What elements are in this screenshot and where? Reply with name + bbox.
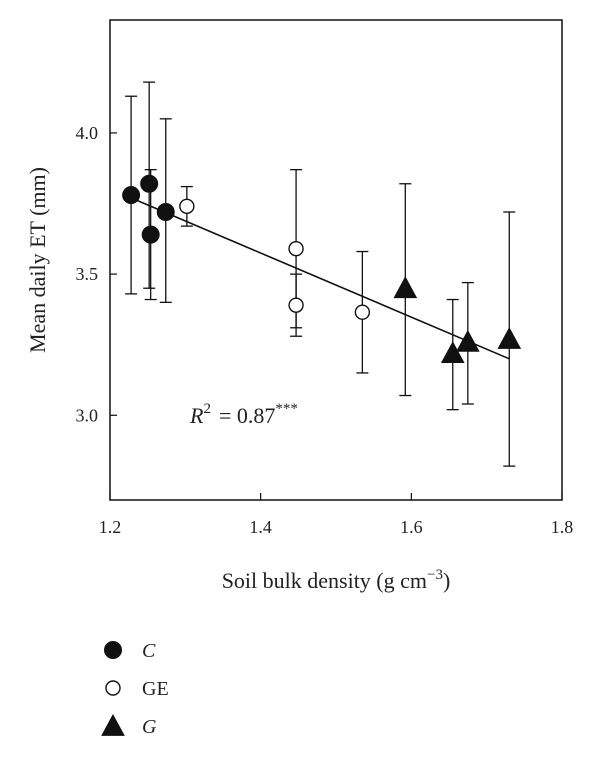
legend-marker-c [104,641,122,659]
legend-marker-g [101,713,125,736]
point-c [141,225,160,244]
point-c [122,186,141,205]
x-tick-label: 1.8 [551,517,574,537]
x-axis-label-close: ) [443,568,450,593]
y-axis: 3.0 3.5 4.0 [76,123,117,425]
x-tick-label: 1.6 [400,517,423,537]
point-ge [288,241,304,257]
r-squared-exponent: 2 [203,401,211,417]
regression-line-group [130,197,510,360]
plot-area [109,19,563,501]
point-ge [179,198,195,215]
data-markers [122,174,522,364]
legend-label-g: G [142,716,157,738]
y-tick-label: 3.5 [76,264,99,284]
legend-item-c: C [104,640,156,662]
legend-item-g: G [101,713,157,738]
point-ge [288,297,304,313]
x-axis-label-unit-exponent: −3 [427,567,443,583]
legend-marker-ge [105,680,121,696]
legend: C GE G [101,640,169,738]
regression-line [130,197,510,360]
point-c [156,203,175,221]
r-squared-annotation: R2 = 0.87*** [189,401,298,428]
point-g [393,276,418,299]
legend-label-ge: GE [142,678,169,700]
point-ge [354,304,371,320]
legend-label-c: C [142,640,156,662]
y-axis-label: Mean daily ET (mm) [25,167,50,353]
point-g [497,327,522,349]
y-tick-label: 4.0 [76,123,99,143]
y-tick-label: 3.0 [76,405,99,425]
legend-item-ge: GE [105,678,169,700]
point-c [140,174,159,193]
x-tick-label: 1.2 [99,517,122,537]
x-axis-label: Soil bulk density (g cm−3) [222,567,451,593]
point-g [455,329,480,352]
point-g [440,341,465,364]
x-tick-label: 1.4 [249,517,272,537]
x-axis: 1.2 1.4 1.6 1.8 [99,493,574,537]
significance-stars: *** [275,401,298,417]
